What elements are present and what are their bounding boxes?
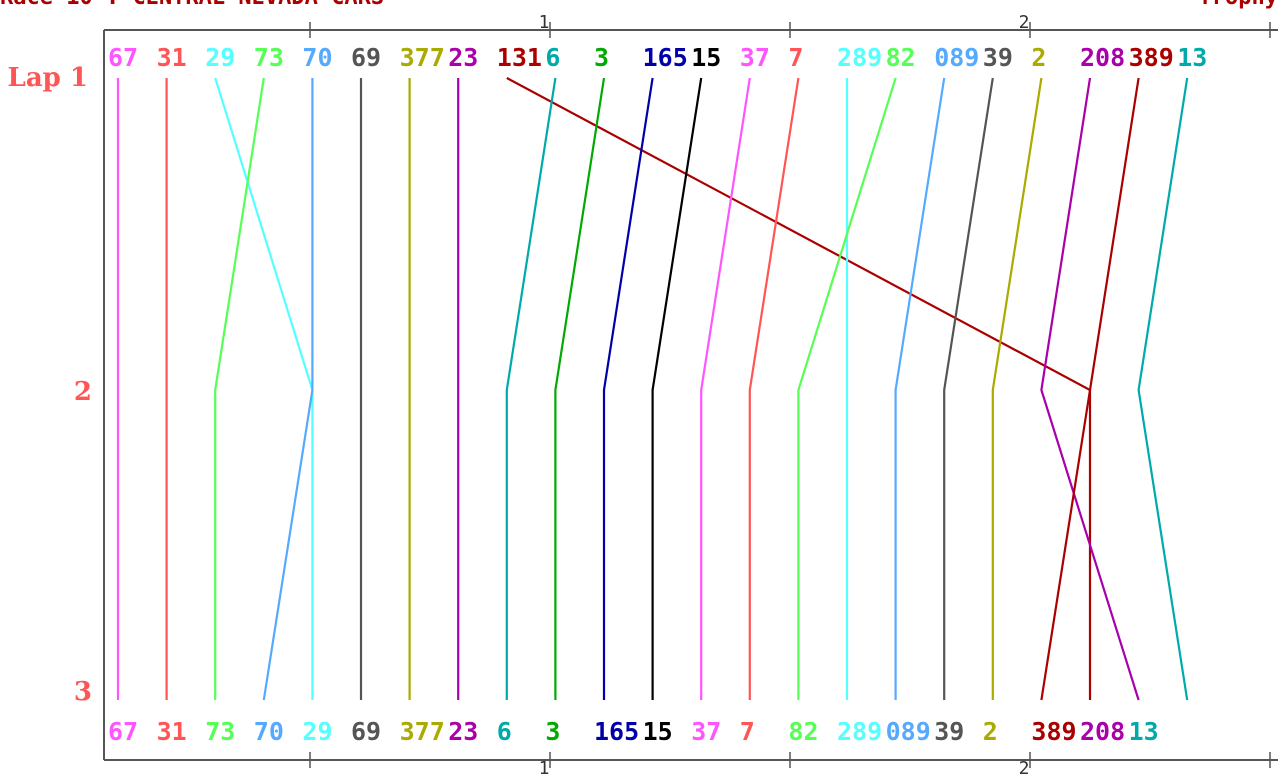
lap-label: 2 [74,377,92,407]
car-number-label: 39 [983,43,1013,72]
position-line [1137,77,1189,701]
position-line [214,77,314,700]
car-number-label: 208 [1080,43,1125,72]
car-number-label: 6 [545,43,560,72]
car-number-label: 70 [254,717,284,746]
car-number-label: 131 [497,43,542,72]
car-number-label: 289 [837,717,882,746]
car-number-label: 29 [302,717,332,746]
car-number-label: 089 [934,43,979,72]
position-line [262,78,314,701]
car-number-label: 29 [205,43,235,72]
position-line [991,77,1043,700]
car-number-label: 15 [643,717,673,746]
scale-tick-label: 1 [539,758,550,776]
car-number-label: 37 [691,717,721,746]
position-line [214,77,265,700]
position-line [700,77,751,700]
car-number-label: 39 [934,717,964,746]
car-number-label: 69 [351,717,381,746]
car-number-label: 6 [497,717,512,746]
car-number-labels: 67 31 29 73 70 69 377 23 131 6 3 165 15 37 7 289 82 089 39… [108,43,1207,746]
car-number-label: 31 [157,43,187,72]
position-line [943,77,994,700]
car-number-label: 37 [740,43,770,72]
car-number-label: 13 [1129,717,1159,746]
car-number-label: 31 [157,717,187,746]
car-number-label: 208 [1080,717,1125,746]
car-number-label: 389 [1129,43,1174,72]
scale-tick-label: 1 [539,12,550,33]
car-number-label: 289 [837,43,882,72]
car-number-label: 82 [788,717,818,746]
position-line [651,77,703,700]
car-number-label: 377 [400,717,445,746]
car-number-label: 2 [983,717,998,746]
car-number-label: 73 [205,717,235,746]
position-line [602,77,654,700]
car-number-label: 73 [254,43,284,72]
car-number-label: 70 [302,43,332,72]
car-number-label: 089 [886,717,931,746]
car-number-label: 3 [594,43,609,72]
race-title: Race 10 : CENTRAL NEVADA CARS [0,0,384,10]
lap-label: 3 [74,677,92,707]
position-line [1040,77,1140,701]
car-number-label: 2 [1031,43,1046,72]
position-line [748,77,800,700]
position-line [797,77,897,700]
position-line [1040,77,1140,701]
car-number-label: 3 [545,717,560,746]
lap-label: Lap 1 [8,63,88,93]
position-line [505,77,557,700]
trophy-label: Trophy [1199,0,1278,10]
scale-tick-label: 2 [1019,758,1030,776]
car-number-label: 23 [448,43,478,72]
position-line [554,77,606,700]
car-number-label: 67 [108,43,138,72]
lap-labels: Lap 1 2 3 [8,63,92,707]
scale-tick-label: 2 [1019,12,1030,33]
car-number-label: 13 [1177,43,1207,72]
position-lines [116,77,1189,701]
car-number-label: 165 [643,43,688,72]
car-number-label: 165 [594,717,639,746]
car-number-label: 389 [1031,717,1076,746]
car-number-label: 23 [448,717,478,746]
car-number-label: 7 [740,717,755,746]
car-number-label: 67 [108,717,138,746]
car-number-label: 377 [400,43,445,72]
car-number-label: 69 [351,43,381,72]
position-line [894,77,946,700]
car-number-label: 15 [691,43,721,72]
car-number-label: 7 [788,43,803,72]
car-number-label: 82 [886,43,916,72]
